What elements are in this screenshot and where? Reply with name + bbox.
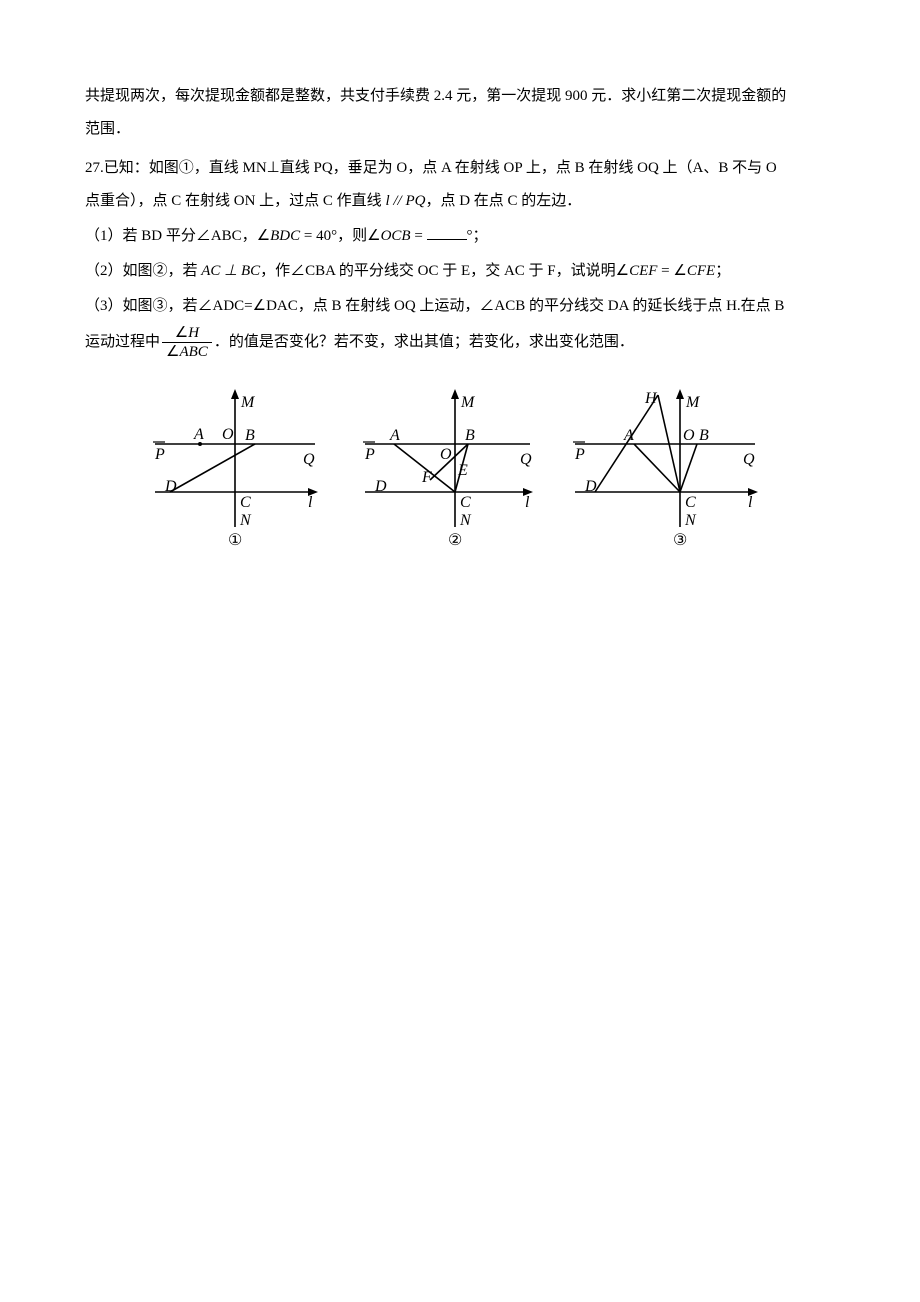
diagrams-container: M A O B P Q D C l N ① M A B O E F P Q D [85,387,835,557]
q27-sub1-mid: ，则 [337,228,367,244]
label-M: M [460,394,476,411]
diagram-2: M A B O E F P Q D C l N ② [350,387,540,557]
label-P: P [364,446,375,463]
label-P: P [154,446,165,463]
q27-sub2-mid: ，作∠CBA 的平分线交 OC 于 E，交 AC 于 F，试说明 [260,263,615,279]
label-B: B [699,427,709,444]
label-l: l [308,494,313,511]
label-B: B [465,427,475,444]
circle-label-2: ② [448,532,462,549]
label-D: D [584,478,597,495]
label-O: O [222,426,234,443]
q27-main-line2: 点重合），点 C 在射线 ON 上，过点 C 作直线 l // PQ，点 D 在… [85,185,835,218]
q27-main-text-2b: ，点 D 在点 C 的左边． [425,193,581,209]
q26-continuation: 共提现两次，每次提现金额都是整数，共支付手续费 2.4 元，第一次提现 900 … [85,80,835,113]
q27-sub2-math1: AC ⊥ BC [198,263,261,279]
label-A: A [623,427,634,444]
frac-top: ∠H [171,324,203,342]
q27-sub1-after: °； [467,228,488,244]
q26-text-line1: 共提现两次，每次提现金额都是整数，共支付手续费 2.4 元，第一次提现 900 … [85,88,786,104]
q26-text-line2: 范围． [85,121,130,137]
label-H: H [644,390,658,407]
frac-bot: ∠ABC [162,343,212,361]
label-l: l [748,494,753,511]
q27-sub1-math2: ∠OCB = [367,228,426,244]
label-N: N [239,512,252,529]
q27-sub3-fraction: ∠H ∠ABC [162,324,212,361]
q27-main-text-2a: 点重合），点 C 在射线 ON 上，过点 C 作直线 [85,193,382,209]
label-B: B [245,427,255,444]
label-F: F [421,469,432,486]
q27-sub3-before: 运动过程中 [85,334,160,350]
q27-sub1: （1）若 BD 平分∠ABC，∠BDC = 40°，则∠OCB = °； [85,220,835,253]
q27-main-math: l // PQ [382,193,426,209]
label-A: A [193,426,204,443]
q27-sub2: （2）如图②，若 AC ⊥ BC，作∠CBA 的平分线交 OC 于 E，交 AC… [85,255,835,288]
circle-label-1: ① [228,532,242,549]
q27-sub3-after: ．的值是否变化？若不变，求出其值；若变化，求出变化范围． [214,334,634,350]
label-C: C [685,494,696,511]
q27-sub3-line1: （3）如图③，若∠ADC=∠DAC，点 B 在射线 OQ 上运动，∠ACB 的平… [85,290,835,323]
label-Q: Q [520,451,532,468]
circle-label-3: ③ [673,532,687,549]
q27-sub2-before: （2）如图②，若 [85,263,198,279]
label-M: M [240,394,256,411]
label-D: D [374,478,387,495]
q27-sub2-after: ； [715,263,730,279]
q26-continuation-2: 范围． [85,113,835,146]
label-C: C [240,494,251,511]
q27-sub1-math1: ∠BDC = 40° [257,228,337,244]
label-Q: Q [303,451,315,468]
label-O: O [440,446,452,463]
diagram-1: M A O B P Q D C l N ① [140,387,330,557]
label-O: O [683,427,695,444]
label-C: C [460,494,471,511]
q27-sub3-text1: （3）如图③，若∠ADC=∠DAC，点 B 在射线 OQ 上运动，∠ACB 的平… [85,298,784,314]
q27-main-line1: 27.已知：如图①，直线 MN⊥直线 PQ，垂足为 O，点 A 在射线 OP 上… [85,152,835,185]
q27-main-text-1: 27.已知：如图①，直线 MN⊥直线 PQ，垂足为 O，点 A 在射线 OP 上… [85,160,777,176]
label-M: M [685,394,701,411]
label-P: P [574,446,585,463]
label-l: l [525,494,530,511]
q27-sub1-blank [427,225,467,240]
q27-sub2-math2: ∠CEF = ∠CFE [616,263,716,279]
label-A: A [389,427,400,444]
q27-sub1-before: （1）若 BD 平分∠ABC， [85,228,257,244]
label-Q: Q [743,451,755,468]
label-E: E [457,462,468,479]
label-N: N [684,512,697,529]
diagram-3: H M A O B P Q D C l N ③ [560,387,760,557]
label-D: D [164,478,177,495]
label-N: N [459,512,472,529]
q27-sub3-line2: 运动过程中 ∠H ∠ABC ．的值是否变化？若不变，求出其值；若变化，求出变化范… [85,323,835,362]
